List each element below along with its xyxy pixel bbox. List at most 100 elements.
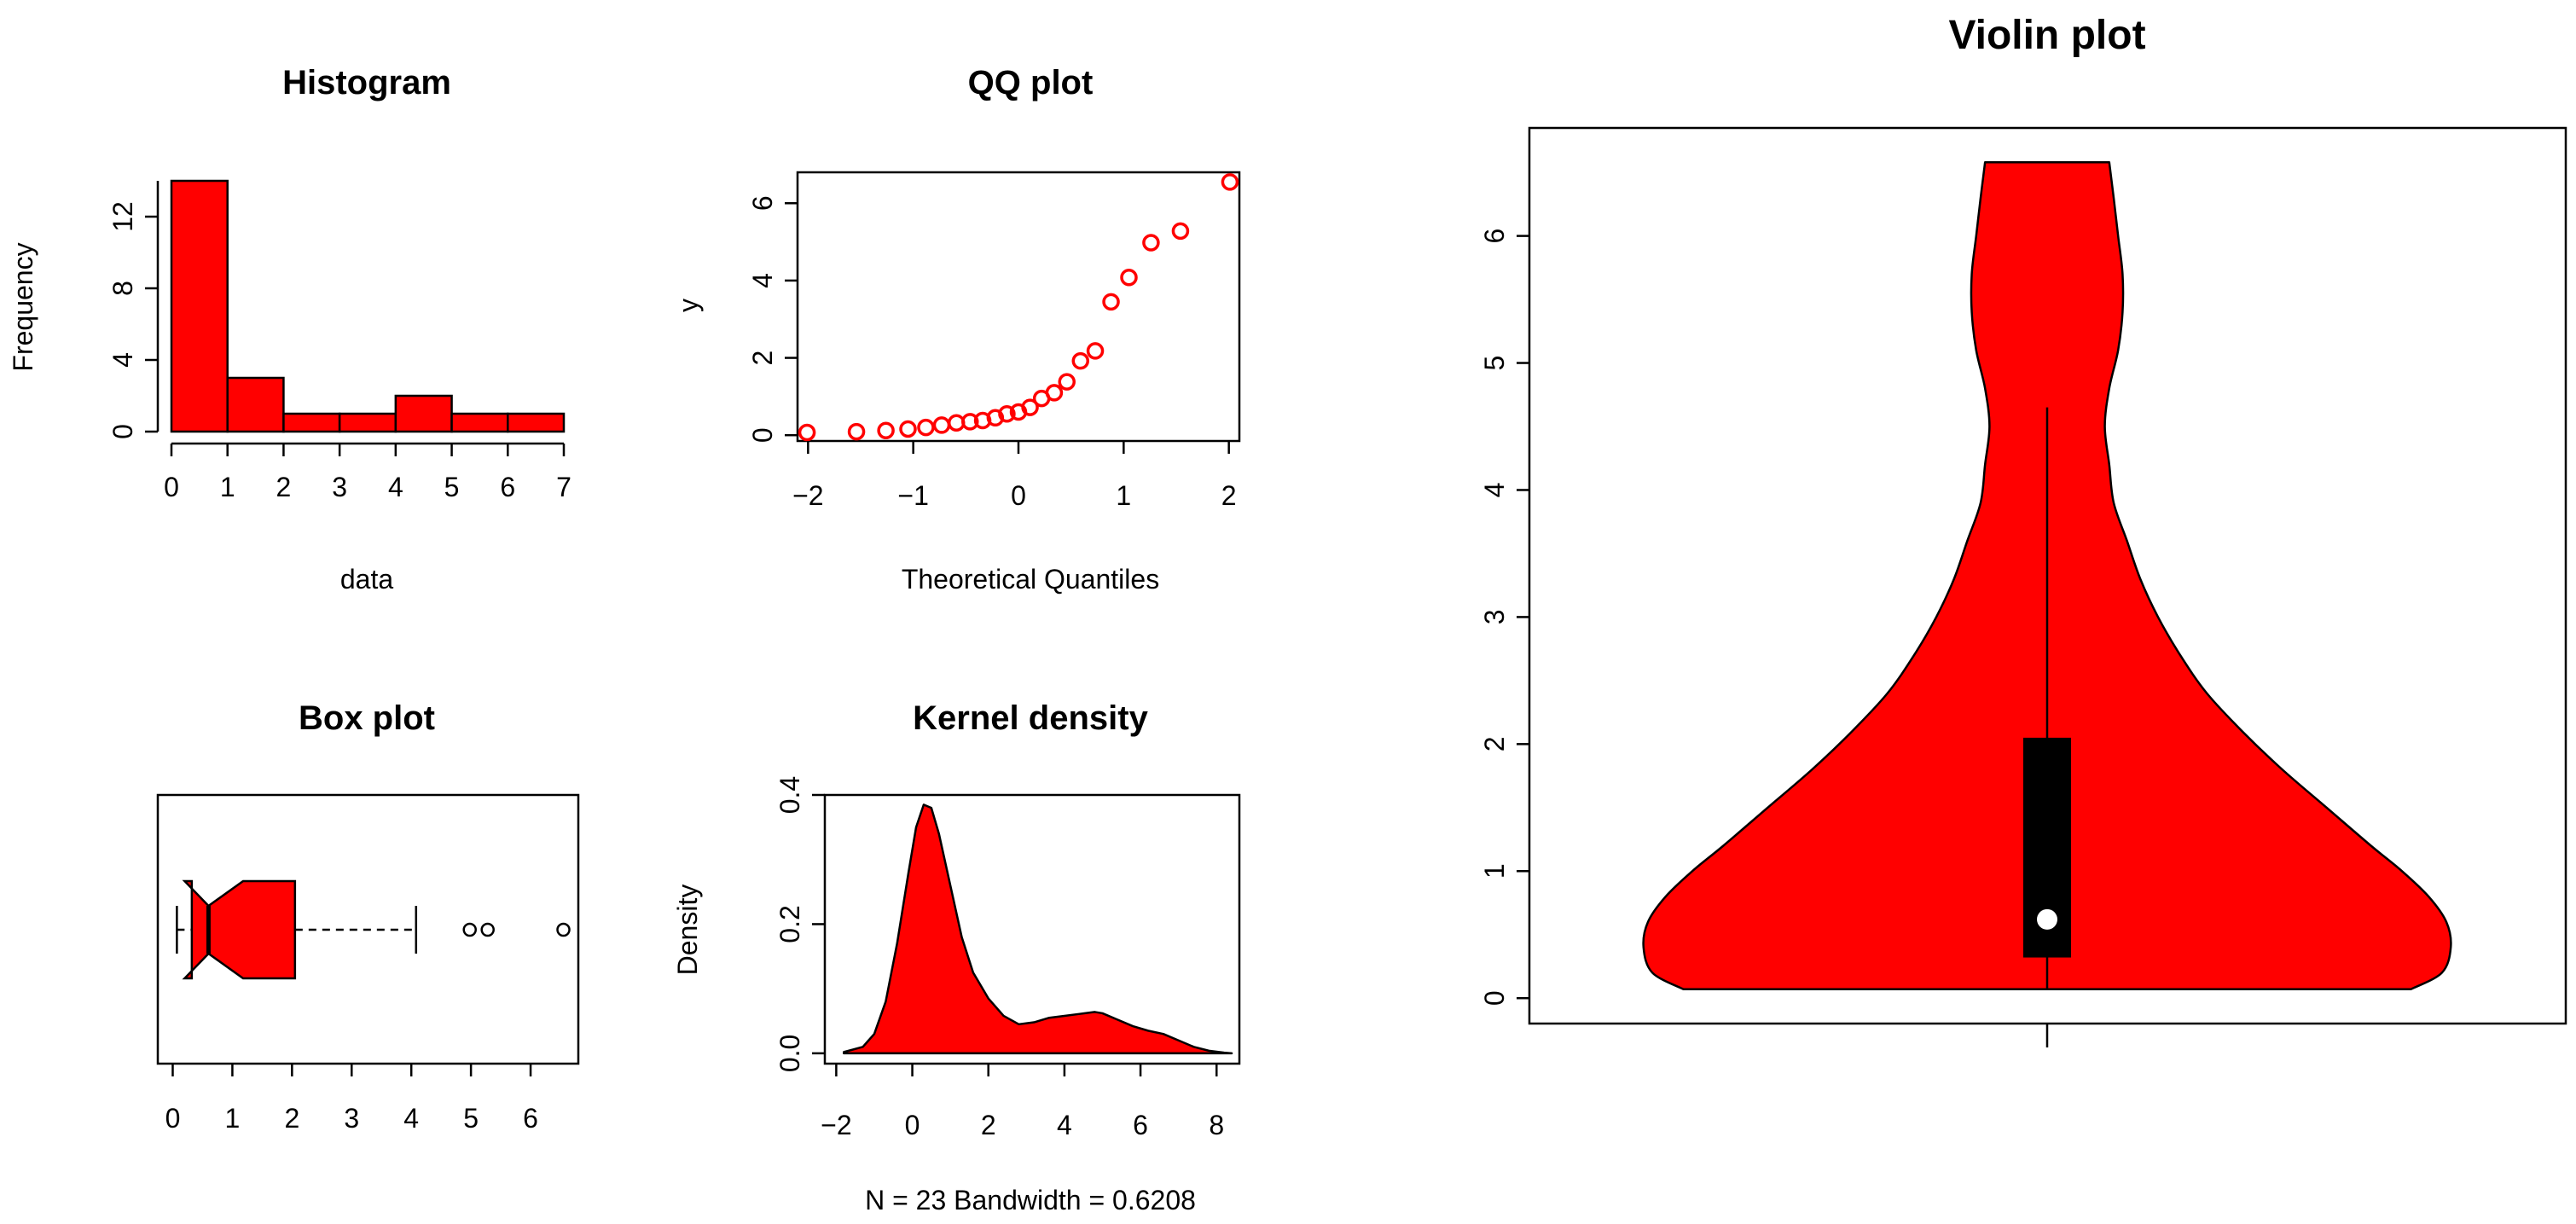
x-tick-label: 7	[556, 472, 571, 502]
x-tick-label: 2	[1221, 480, 1237, 511]
x-tick-label: 0	[1011, 480, 1026, 511]
boxplot-panel: Box plot 0 1 2 3 4 5 6	[156, 699, 580, 1134]
violin-ticks: 0 1 2 3 4 5 6	[1479, 229, 2049, 1047]
box-outlier	[462, 922, 477, 937]
boxplot-frame	[156, 793, 580, 1065]
x-tick-label: 6	[523, 1103, 538, 1134]
x-tick-label: 0	[905, 1110, 920, 1140]
qq-point	[1221, 173, 1239, 191]
x-tick-label: 5	[463, 1103, 479, 1134]
x-tick-label: 0	[164, 472, 179, 502]
x-tick-label: 4	[388, 472, 403, 502]
density-panel: Kernel density −2 0 2 4 6 8 0.0 0.2 0.4 N = 23 B…	[672, 699, 1241, 1215]
histogram-bar	[394, 394, 453, 433]
violin-title: Violin plot	[1948, 13, 2145, 58]
y-tick-label: 0.4	[775, 776, 805, 814]
x-tick-label: 2	[276, 472, 292, 502]
density-title: Kernel density	[913, 699, 1148, 737]
y-tick-label: 0	[107, 424, 138, 439]
x-tick-label: 4	[1057, 1110, 1072, 1140]
x-tick-label: 8	[1209, 1110, 1224, 1140]
density-ticks: −2 0 2 4 6 8 0.0 0.2 0.4	[775, 776, 1224, 1140]
x-tick-label: 2	[981, 1110, 996, 1140]
histogram-title: Histogram	[282, 64, 451, 102]
qq-point	[917, 418, 935, 437]
density-x-label: N = 23 Bandwidth = 0.6208	[865, 1185, 1196, 1215]
qq-point	[847, 422, 866, 441]
density-area	[843, 803, 1233, 1055]
x-tick-label: 0	[165, 1103, 181, 1134]
qq-point	[798, 423, 816, 442]
y-tick-label: 0	[1479, 990, 1510, 1006]
x-tick-label: 6	[1133, 1110, 1148, 1140]
y-tick-label: 2	[747, 351, 778, 366]
x-tick-label: 1	[225, 1103, 241, 1134]
density-curve	[843, 803, 1233, 1055]
boxplot-ticks: 0 1 2 3 4 5 6	[165, 1064, 538, 1134]
y-tick-label: 4	[107, 352, 138, 368]
histogram-bar	[226, 376, 285, 433]
density-y-label: Density	[672, 885, 703, 976]
qq-point	[932, 416, 951, 434]
qq-point	[961, 413, 979, 431]
qq-point	[998, 405, 1016, 423]
qq-point	[1071, 351, 1090, 370]
histogram-x-label: data	[340, 564, 393, 595]
qqplot-frame	[796, 171, 1241, 443]
qqplot-x-label: Theoretical Quantiles	[902, 564, 1159, 595]
x-tick-label: 6	[500, 472, 515, 502]
violin-panel: Violin plot 0 1 2 3 4 5 6	[1479, 13, 2567, 1047]
histogram-bar	[338, 412, 397, 433]
qq-point	[1058, 373, 1076, 391]
x-tick-label: 4	[403, 1103, 419, 1134]
y-tick-label: 0	[747, 427, 778, 443]
y-tick-label: 8	[107, 281, 138, 296]
qq-point	[1171, 222, 1190, 241]
y-tick-label: 3	[1479, 610, 1510, 625]
qq-point	[1086, 342, 1105, 360]
y-tick-label: 6	[1479, 229, 1510, 244]
qq-point	[1120, 269, 1138, 287]
histogram-bar	[450, 412, 509, 433]
boxplot-marks	[176, 879, 571, 980]
x-tick-label: 3	[332, 472, 347, 502]
histogram-bar	[507, 412, 566, 433]
box-outlier	[480, 922, 495, 937]
y-tick-label: 0.0	[775, 1035, 805, 1072]
density-frame	[823, 793, 1241, 1065]
qq-point	[1045, 384, 1064, 402]
qqplot-panel: QQ plot −2 −1 0 1 2 0 2 4 6 Theoretical Quantile…	[673, 64, 1241, 595]
histogram-bar	[170, 179, 229, 433]
y-tick-label: 0.2	[775, 905, 805, 943]
histogram-y-label: Frequency	[8, 242, 38, 371]
qqplot-y-label: y	[673, 299, 704, 312]
y-tick-label: 4	[747, 273, 778, 288]
x-tick-label: 1	[220, 472, 235, 502]
qq-point	[877, 421, 895, 440]
box-body	[182, 879, 297, 980]
qqplot-points	[798, 173, 1239, 442]
y-tick-label: 2	[1479, 736, 1510, 751]
x-tick-label: 2	[284, 1103, 299, 1134]
qq-point	[1021, 398, 1039, 416]
y-tick-label: 5	[1479, 356, 1510, 371]
boxplot-title: Box plot	[299, 699, 435, 737]
qq-point	[899, 420, 917, 438]
violin-median-dot	[2037, 908, 2057, 930]
x-tick-label: 1	[1116, 480, 1131, 511]
histogram-bars	[170, 179, 566, 433]
box-outlier	[556, 922, 571, 937]
y-tick-label: 1	[1479, 863, 1510, 879]
x-tick-label: −2	[821, 1110, 851, 1140]
y-tick-label: 4	[1479, 483, 1510, 498]
qqplot-title: QQ plot	[968, 64, 1094, 102]
qq-point	[1102, 293, 1120, 311]
x-tick-label: −1	[897, 480, 928, 511]
y-tick-label: 12	[107, 201, 138, 232]
x-tick-label: 3	[344, 1103, 359, 1134]
qq-point	[1142, 234, 1160, 252]
y-tick-label: 6	[747, 195, 778, 211]
